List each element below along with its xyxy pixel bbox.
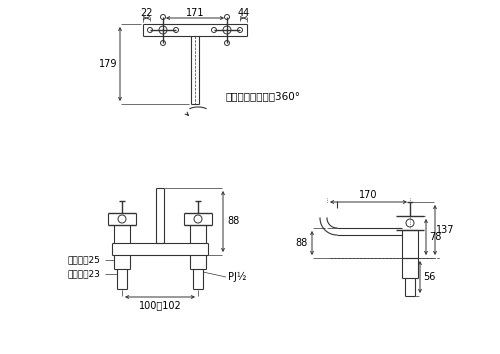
Text: 78: 78 bbox=[429, 232, 441, 242]
Text: 179: 179 bbox=[99, 59, 117, 69]
Text: 100～102: 100～102 bbox=[138, 300, 182, 310]
Text: 44: 44 bbox=[238, 8, 250, 18]
Text: 171: 171 bbox=[186, 8, 204, 18]
Text: スパウト回転觓度360°: スパウト回転觓度360° bbox=[225, 91, 300, 101]
Text: 88: 88 bbox=[296, 238, 308, 248]
Text: 六角対辺23: 六角対辺23 bbox=[67, 269, 100, 279]
Text: 170: 170 bbox=[359, 190, 378, 200]
Text: 88: 88 bbox=[227, 217, 239, 227]
Text: 56: 56 bbox=[423, 272, 435, 282]
Text: 22: 22 bbox=[140, 8, 153, 18]
Text: PJ½: PJ½ bbox=[228, 272, 246, 282]
Text: 137: 137 bbox=[436, 225, 454, 235]
Text: 六角対辺25: 六角対辺25 bbox=[67, 256, 100, 264]
